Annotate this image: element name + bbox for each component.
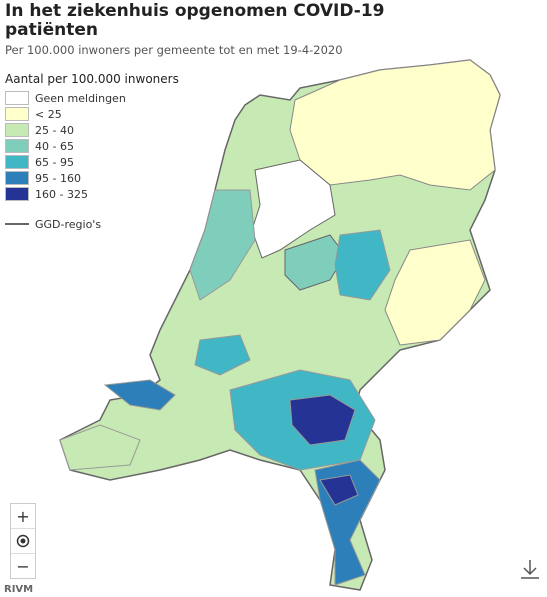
zoom-controls: + − [10, 503, 36, 579]
lake [251, 159, 336, 259]
reset-icon [16, 534, 30, 548]
legend-swatch [5, 107, 29, 121]
legend-swatch [5, 123, 29, 137]
region-hotspot [289, 394, 356, 446]
zoom-out[interactable]: − [16, 556, 30, 576]
download-icon[interactable] [521, 560, 539, 579]
region-limburg-hot [319, 474, 359, 506]
legend-entry: Geen meldingen [5, 90, 126, 106]
legend-entry: 160 - 325 [5, 186, 126, 202]
legend-line-entry: GGD-regio's [5, 216, 101, 232]
region-zeeland [103, 379, 176, 411]
reset-view[interactable] [11, 529, 35, 554]
legend-label: < 25 [35, 107, 62, 121]
legend-entry: < 25 [5, 106, 126, 122]
title: In het ziekenhuis opgenomen COVID-19 pat… [5, 1, 385, 40]
legend-swatch [5, 171, 29, 185]
zoom-in[interactable]: + [11, 504, 35, 529]
legend-swatch [5, 155, 29, 169]
legend-label: 95 - 160 [35, 171, 81, 185]
legend-title: Aantal per 100.000 inwoners [5, 72, 179, 86]
flevoland [284, 234, 346, 291]
legend-label: 25 - 40 [35, 123, 74, 137]
legend-entry: 65 - 95 [5, 154, 126, 170]
legend-line-swatch [5, 223, 29, 225]
legend-label: Geen meldingen [35, 91, 126, 105]
legend: Geen meldingen < 25 25 - 40 40 - 65 65 - 95 9… [5, 90, 126, 202]
legend-label: 40 - 65 [35, 139, 74, 153]
legend-entry: 95 - 160 [5, 170, 126, 186]
legend-entry: 40 - 65 [5, 138, 126, 154]
legend-label: 65 - 95 [35, 155, 74, 169]
source: RIVM [4, 584, 34, 595]
legend-entry: 25 - 40 [5, 122, 126, 138]
legend-swatch [5, 139, 29, 153]
region-east [384, 239, 486, 346]
region-west [189, 189, 256, 301]
legend-swatch [5, 187, 29, 201]
legend-label: 160 - 325 [35, 187, 88, 201]
region-north [289, 59, 501, 191]
legend-line-label: GGD-regio's [35, 217, 102, 231]
region-zeeland-south [59, 424, 141, 471]
region-center [334, 229, 391, 301]
region-holland [194, 334, 251, 376]
subtitle: Per 100.000 inwoners per gemeente tot en… [5, 43, 343, 57]
legend-swatch [5, 91, 29, 105]
